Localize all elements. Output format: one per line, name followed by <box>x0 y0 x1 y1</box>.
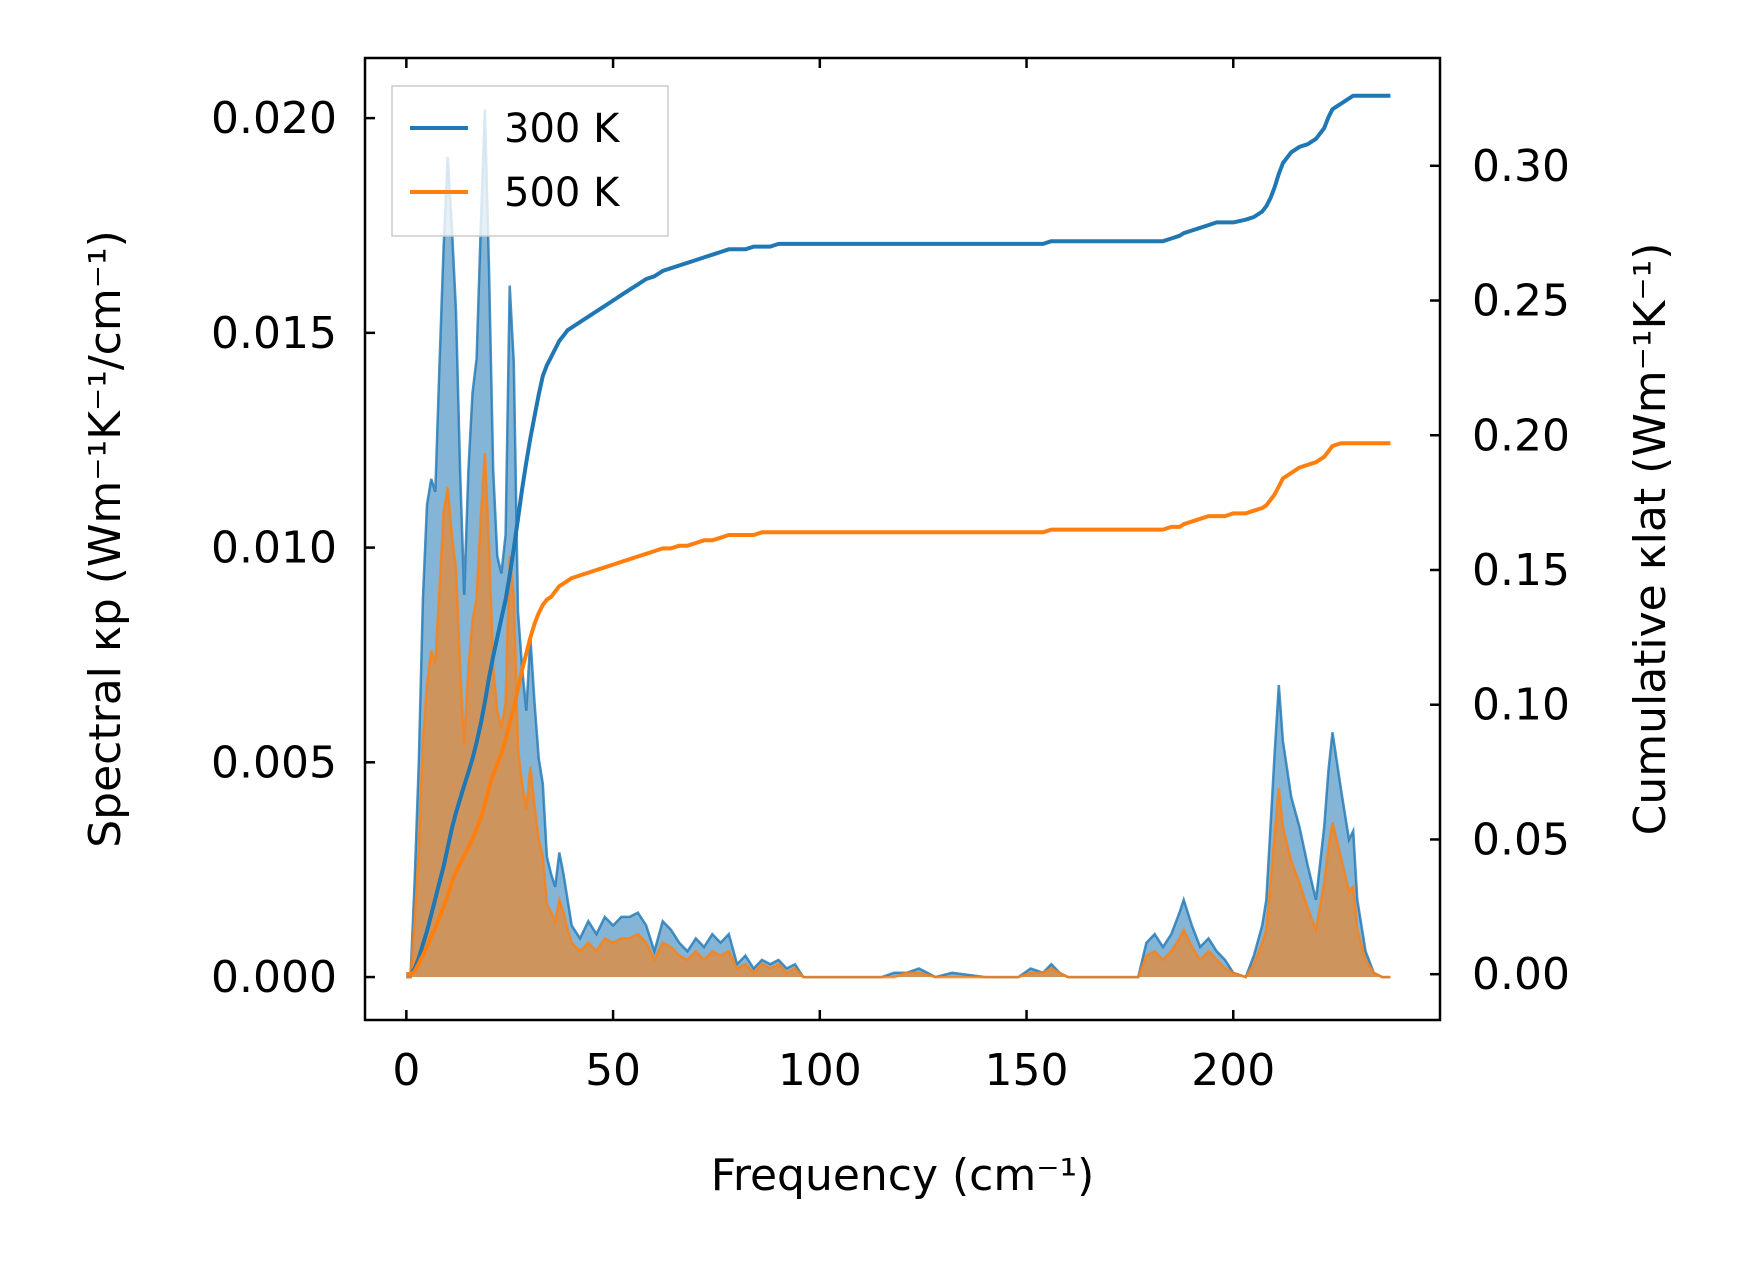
y-left-tick-label: 0.005 <box>211 737 337 788</box>
y-right-tick-label: 0.20 <box>1472 410 1570 461</box>
y-right-tick-label: 0.15 <box>1472 545 1570 596</box>
x-tick-label: 200 <box>1191 1045 1275 1096</box>
cumulative-lines <box>406 93 1391 977</box>
y-left-tick-label: 0.010 <box>211 523 337 574</box>
x-tick-label: 0 <box>392 1045 420 1096</box>
cumulative-line-500k <box>406 441 1391 977</box>
x-tick-label: 50 <box>585 1045 641 1096</box>
y-right-tick-label: 0.00 <box>1472 949 1570 1000</box>
plot-frame <box>363 56 1442 1022</box>
y-right-tick-label: 0.30 <box>1472 141 1570 192</box>
cumulative-line-300k <box>406 93 1391 977</box>
legend: 300 K 500 K <box>391 85 669 237</box>
x-tick-label: 100 <box>778 1045 862 1096</box>
legend-label-500k: 500 K <box>504 170 621 216</box>
x-axis-title: Frequency (cm⁻¹) <box>711 1150 1095 1201</box>
y-axis-right-title: Cumulative κlat (Wm⁻¹K⁻¹) <box>1625 243 1676 836</box>
axis-ticks: 0 50 100 150 200 0.000 0.005 0.010 0.015 0.020 0.0… <box>211 58 1570 1096</box>
spectral-area-500k <box>406 453 1391 978</box>
y-left-tick-label: 0.000 <box>211 952 337 1003</box>
y-right-tick-label: 0.10 <box>1472 680 1570 731</box>
y-right-tick-label: 0.05 <box>1472 814 1570 865</box>
y-right-tick-label: 0.25 <box>1472 276 1570 327</box>
spectral-edge-500k <box>406 453 1391 979</box>
y-axis-left-title: Spectral κp (Wm⁻¹K⁻¹/cm⁻¹) <box>80 230 131 848</box>
legend-label-300k: 300 K <box>504 106 621 152</box>
spectral-areas <box>406 109 1391 979</box>
spectral-area-300k <box>406 109 1391 978</box>
y-left-tick-label: 0.020 <box>211 93 337 144</box>
y-left-tick-label: 0.015 <box>211 308 337 359</box>
spectral-edge-300k <box>406 109 1391 979</box>
x-tick-label: 150 <box>985 1045 1069 1096</box>
legend-box <box>391 85 669 237</box>
